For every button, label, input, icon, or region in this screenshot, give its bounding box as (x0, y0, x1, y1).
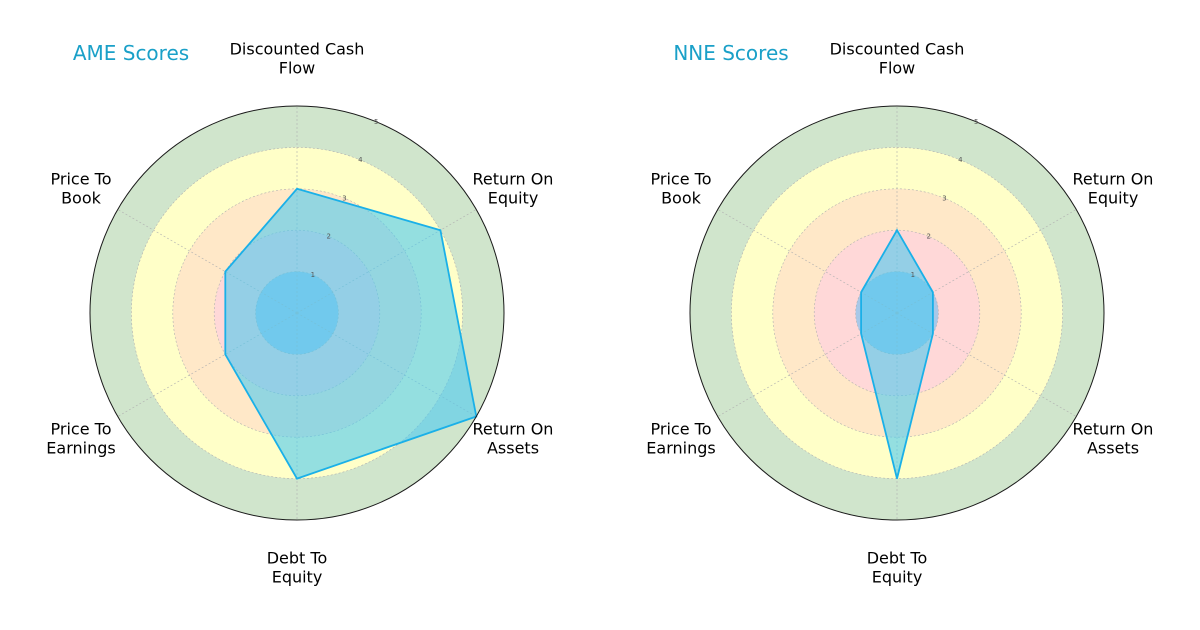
axis-label: Price To Earnings (46, 420, 115, 458)
spoke-line (117, 209, 298, 314)
nne-radar-chart: 1 2 3 4 5 Discounted Cash Flow Return On Equity R… (646, 40, 1153, 587)
axis-label: Return On Equity (1073, 170, 1154, 208)
axis-label: Price To Earnings (646, 420, 715, 458)
axis-label: Price To Book (51, 170, 112, 208)
tick-label: 2 (926, 233, 930, 241)
chart-title-ame: AME Scores (73, 41, 189, 65)
outer-circle (89, 105, 505, 521)
tick-label: 1 (311, 271, 315, 279)
tick-label: 3 (342, 194, 346, 202)
axis-label: Price To Book (651, 170, 712, 208)
chart-title-nne: NNE Scores (673, 41, 788, 65)
series-polygon (224, 187, 478, 480)
axis-label: Return On Assets (473, 420, 554, 458)
spoke-line (717, 312, 898, 417)
tick-label: 1 (911, 271, 915, 279)
axis-label: Return On Equity (473, 170, 554, 208)
series-polygon (860, 228, 934, 479)
axis-label: Return On Assets (1073, 420, 1154, 458)
outer-circle (689, 105, 1105, 521)
axis-label: Debt To Equity (267, 549, 328, 587)
tick-label: 3 (942, 194, 946, 202)
axis-label: Debt To Equity (867, 549, 928, 587)
ame-radar-chart: 1 2 3 4 5 Discounted Cash Flow Return On Equity R… (46, 40, 553, 587)
spoke-line (296, 209, 477, 314)
tick-label: 4 (958, 156, 963, 164)
spoke-line (896, 209, 1077, 314)
tick-label: 5 (374, 118, 378, 126)
axis-label: Discounted Cash Flow (830, 40, 965, 78)
tick-label: 2 (326, 233, 330, 241)
spoke-line (896, 312, 1077, 417)
tick-label: 4 (358, 156, 363, 164)
tick-label: 5 (974, 118, 978, 126)
spoke-line (117, 312, 298, 417)
axis-label: Discounted Cash Flow (230, 40, 365, 78)
spoke-line (717, 209, 898, 314)
